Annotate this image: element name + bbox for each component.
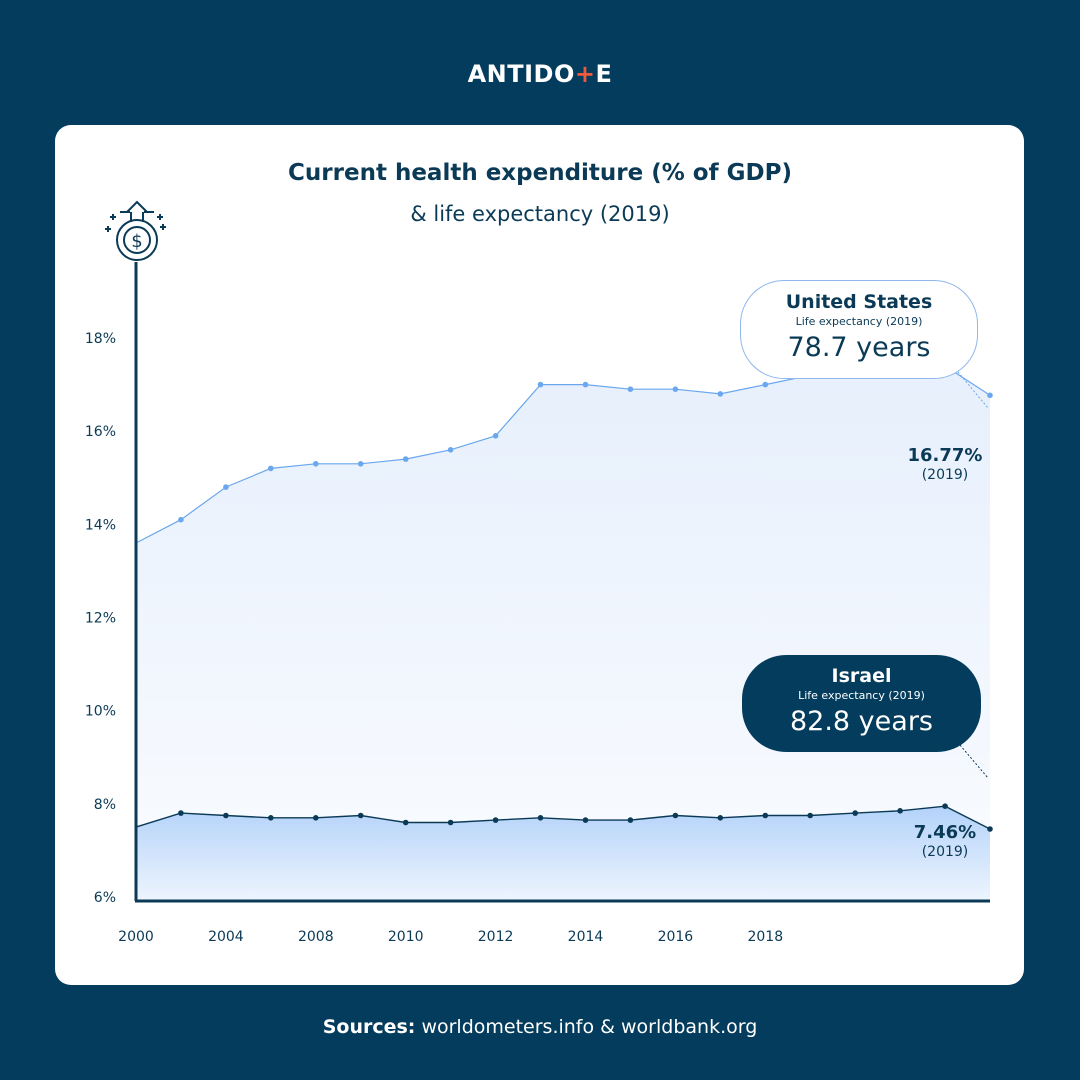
us-data-point [178,516,184,523]
x-tick-label: 2018 [747,929,783,945]
il-data-point [178,810,184,816]
us-data-point [582,381,589,388]
il-data-point [223,812,229,819]
us-data-point [537,381,544,388]
il-data-point [987,826,993,832]
us-data-point [672,386,679,393]
il-callout-value: 82.8 years [789,706,933,737]
il-callout-connector [959,744,989,779]
x-tick-label: 2000 [118,929,154,945]
y-tick-label: 12% [85,611,116,627]
il-data-point [717,815,724,821]
y-tick-label: 14% [85,517,116,533]
il-callout-sub: Life expectancy (2019) [798,689,925,702]
us-callout-name: United States [785,291,933,313]
us-end-year: (2019) [921,467,969,483]
il-end-year: (2019) [921,844,969,860]
us-data-point [313,461,319,467]
il-end-pct: 7.46% [913,822,977,843]
il-series-line [135,805,991,830]
sources-label: Sources: [322,1016,416,1038]
y-tick-label: 8% [94,797,116,813]
x-tick-label: 2008 [298,929,334,945]
il-life-expectancy-callout: Israel Life expectancy (2019) 82.8 years [742,655,981,752]
x-tick-label: 2016 [658,929,694,945]
us-end-pct: 16.77% [907,445,983,466]
us-data-point [492,433,499,439]
us-data-point [223,484,229,490]
x-tick-label: 2012 [478,929,514,945]
chart-subtitle: & life expectancy (2019) [410,202,670,226]
il-callout-name: Israel [831,665,892,687]
il-data-point [672,812,679,819]
il-data-point [537,815,544,821]
il-data-point [447,819,454,826]
il-data-point [492,817,499,823]
il-data-point [897,808,903,814]
il-series-area [136,806,990,901]
y-tick-label: 10% [85,704,116,720]
us-data-point [987,392,993,399]
sources-text: worldometers.info & worldbank.org [421,1016,758,1038]
il-end-label: 7.46% (2019) [890,822,1000,860]
y-tick-label: 6% [94,890,116,906]
us-data-point [447,447,454,453]
us-data-point [268,465,274,472]
il-data-point [582,817,589,823]
us-callout-value: 78.7 years [787,332,931,363]
us-data-point [402,456,409,462]
us-callout-sub: Life expectancy (2019) [795,315,923,328]
il-data-point [852,810,858,816]
money-growth-icon [105,200,166,261]
x-tick-label: 2004 [208,929,244,945]
il-data-point [942,803,948,809]
il-data-point [268,815,274,821]
us-data-point [717,391,724,397]
us-end-label: 16.77% (2019) [890,445,1000,483]
il-data-point [807,812,813,819]
us-life-expectancy-callout: United States Life expectancy (2019) 78.… [740,280,978,379]
us-series-area [136,356,990,902]
us-data-point [357,461,364,467]
us-data-point [627,386,634,393]
y-tick-label: 16% [85,424,116,440]
antidote-logo: ANTIDO+E [467,60,613,88]
dollar-sign: $ [131,231,142,252]
y-tick-label: 18% [85,331,116,347]
x-tick-label: 2014 [568,929,604,945]
il-data-point [313,815,319,821]
chart-title: Current health expenditure (% of GDP) [288,160,792,186]
il-data-point [627,817,634,823]
il-data-point [762,812,769,819]
sources-footer: Sources: worldometers.info & worldbank.o… [0,1016,1080,1038]
x-tick-label: 2010 [388,929,424,945]
us-data-point [762,381,769,388]
il-data-point [357,812,364,819]
il-data-point [402,819,409,826]
